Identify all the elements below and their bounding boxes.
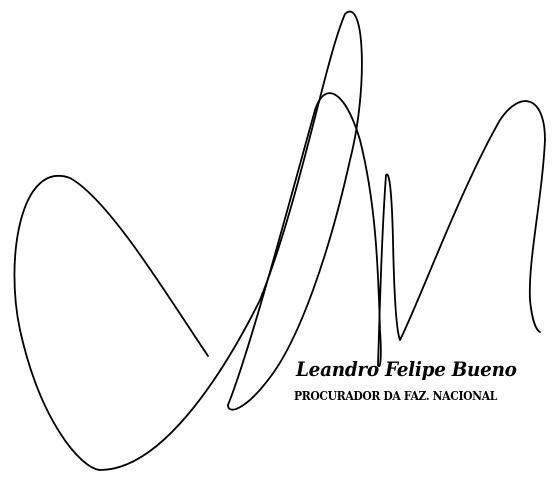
signature-stroke-main — [13, 10, 363, 471]
signature-stroke-loop — [227, 92, 382, 406]
signatory-title: PROCURADOR DA FAZ. NACIONAL — [294, 389, 497, 403]
signature-stroke-spike — [377, 100, 546, 366]
signatory-name: Leandro Felipe Bueno — [296, 357, 517, 381]
